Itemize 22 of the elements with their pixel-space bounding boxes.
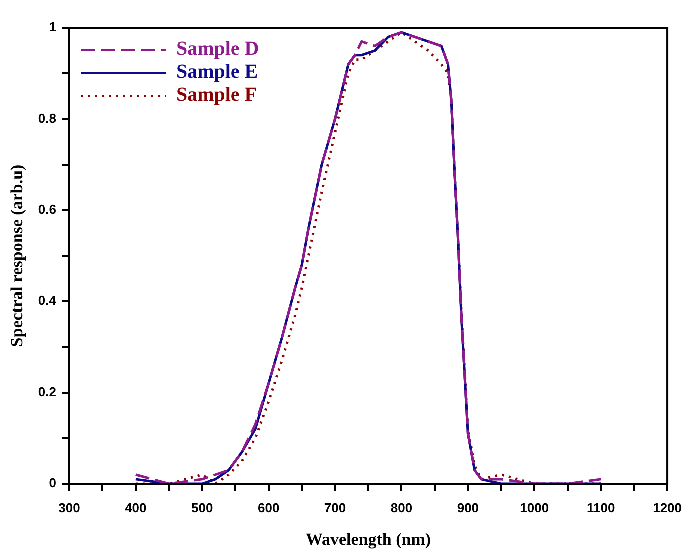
legend-label: Sample F (176, 84, 258, 106)
y-tick-label: 1 (49, 20, 56, 35)
y-tick-label: 0.4 (38, 293, 58, 308)
y-tick-label: 0 (49, 476, 56, 491)
x-tick-label: 300 (58, 500, 80, 516)
line-series (134, 31, 602, 484)
x-tick-label: 1000 (520, 500, 550, 516)
legend-label: Sample E (176, 61, 258, 84)
x-tick-label: 500 (192, 500, 214, 516)
x-tick-label: 900 (457, 500, 480, 516)
y-tick-label: 0.8 (38, 110, 56, 126)
x-tick-label: 1100 (586, 500, 616, 516)
x-tick-label: 800 (390, 500, 413, 516)
x-tick-label: 1200 (653, 500, 682, 516)
y-axis-title: Spectral response (arb.u) (8, 164, 27, 348)
y-tick-label: 0.2 (38, 384, 56, 400)
x-axis-title: Wavelength (nm) (306, 530, 432, 550)
x-tick-label: 400 (125, 500, 147, 516)
y-tick-label: 0.6 (38, 202, 56, 217)
x-tick-label: 700 (324, 500, 346, 516)
x-tick-label: 600 (258, 500, 280, 516)
legend-label: Sample D (176, 38, 260, 60)
